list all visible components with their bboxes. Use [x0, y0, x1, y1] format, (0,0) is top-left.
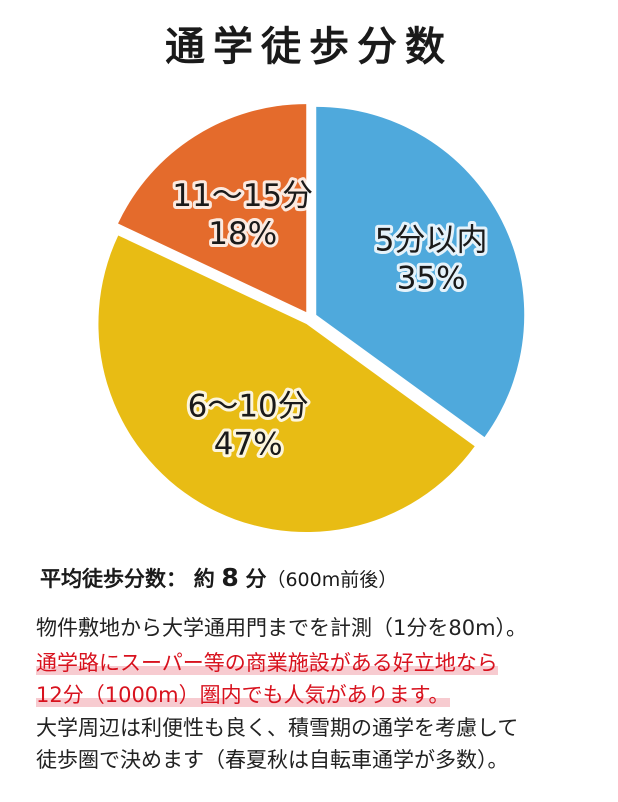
- average-about: 約: [193, 567, 215, 591]
- pie-slice-3: [118, 104, 307, 313]
- pie-slice-1: [316, 106, 525, 438]
- chart-title: 通学徒歩分数: [165, 24, 453, 70]
- description-line-3: 12分（1000m）圏内でも人気があります。: [36, 679, 596, 711]
- average-unit: 分: [245, 567, 267, 591]
- description-line-5: 徒歩圏で決めます（春夏秋は自転車通学が多数）。: [36, 748, 509, 772]
- slice-category-label: 11〜15分: [172, 178, 313, 214]
- slice-percent-label: 18%: [208, 216, 277, 252]
- average-label: 平均徒歩分数：: [40, 567, 187, 591]
- pie-slices: [98, 104, 525, 533]
- slice-percent-label: 35%: [397, 260, 466, 296]
- slice-category-label: 5分以内: [375, 222, 488, 258]
- average-value: 8: [221, 563, 239, 592]
- description-line-2: 通学路にスーパー等の商業施設がある好立地なら: [36, 647, 596, 679]
- average-note: （600m前後）: [266, 569, 398, 591]
- slice-category-label: 6〜10分: [188, 388, 309, 424]
- highlight-text-2: 12分（1000m）圏内でも人気があります。: [36, 683, 450, 707]
- average-walk-time: 平均徒歩分数： 約 8 分（600m前後）: [40, 563, 397, 593]
- slice-percent-label: 47%: [214, 426, 283, 462]
- description-line-4: 大学周辺は利便性も良く、積雪期の通学を考慮して: [36, 716, 519, 740]
- pie-slice-2: [98, 235, 475, 533]
- description-line-1: 物件敷地から大学通用門までを計測（1分を80m）。: [36, 616, 528, 640]
- highlight-text-1: 通学路にスーパー等の商業施設がある好立地なら: [36, 651, 498, 675]
